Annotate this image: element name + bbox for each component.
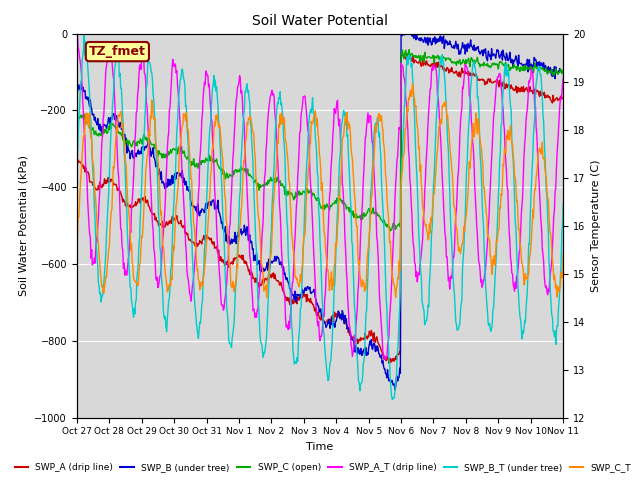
Legend: SWP_A (drip line), SWP_B (under tree), SWP_C (open), SWP_A_T (drip line), SWP_B_: SWP_A (drip line), SWP_B (under tree), S…: [11, 459, 635, 476]
X-axis label: Time: Time: [307, 442, 333, 452]
Y-axis label: Soil Water Potential (kPa): Soil Water Potential (kPa): [19, 155, 29, 296]
Text: TZ_fmet: TZ_fmet: [89, 45, 146, 58]
Title: Soil Water Potential: Soil Water Potential: [252, 14, 388, 28]
Y-axis label: Sensor Temperature (C): Sensor Temperature (C): [591, 159, 601, 292]
